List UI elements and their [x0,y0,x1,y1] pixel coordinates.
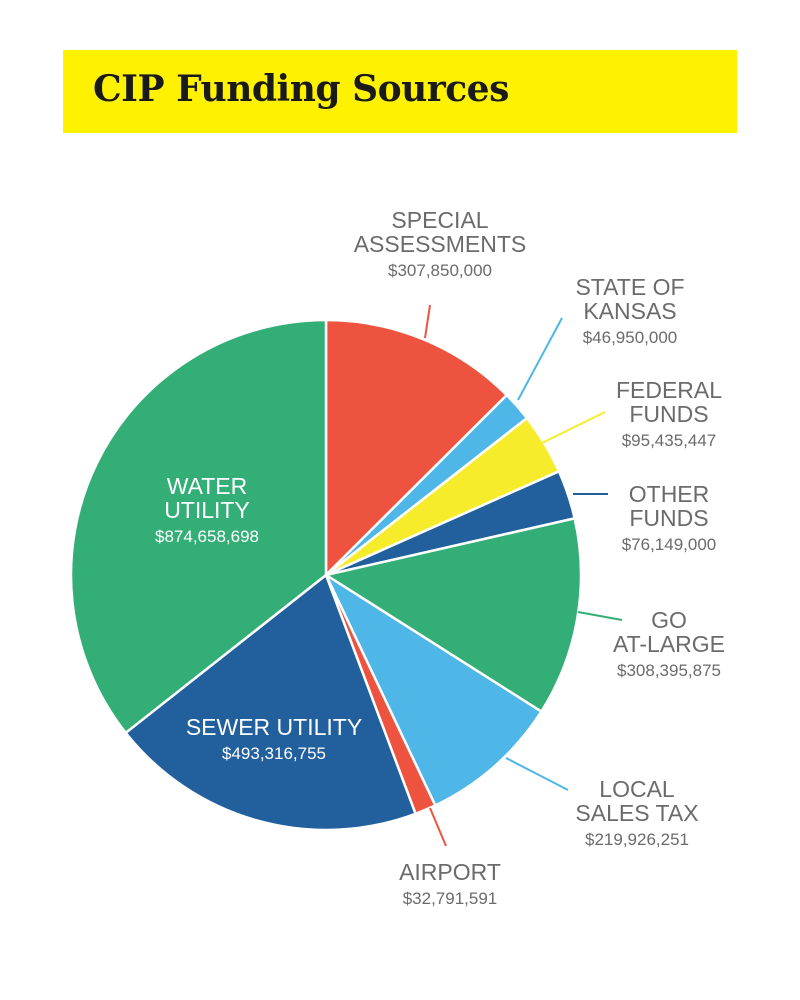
leader-line-special-assessments [424,304,431,339]
label-value-water-utility: $874,658,698 [155,527,259,546]
label-name-other-funds: OTHER [629,481,710,507]
leader-line-airport [429,807,447,847]
label-name-federal-funds: FUNDS [629,401,708,427]
title-bar: CIP Funding Sources [63,50,737,133]
label-name-local-sales-tax: SALES TAX [575,800,698,826]
slice-water-utility [69,318,328,735]
label-value-special-assessments: $307,850,000 [388,261,492,280]
label-value-federal-funds: $95,435,447 [622,431,717,450]
label-name-water-utility: UTILITY [164,497,250,523]
label-name-water-utility: WATER [167,473,248,499]
label-value-go-at-large: $308,395,875 [617,661,721,680]
label-name-go-at-large: GO [651,607,687,633]
label-name-special-assessments: SPECIAL [391,207,488,233]
label-name-sewer-utility: SEWER UTILITY [186,714,362,740]
slice-go-at-large [324,517,583,713]
leader-line-local-sales-tax [505,757,569,791]
label-value-sewer-utility: $493,316,755 [222,744,326,763]
pie-slices [69,318,583,832]
leader-line-federal-funds [541,411,606,444]
label-name-state-of-kansas: KANSAS [583,298,676,324]
leader-line-go-at-large [577,611,623,621]
slice-sewer-utility [124,573,417,832]
chart-title: CIP Funding Sources [93,68,509,110]
label-value-local-sales-tax: $219,926,251 [585,830,689,849]
label-name-other-funds: FUNDS [629,505,708,531]
label-name-local-sales-tax: LOCAL [599,776,675,802]
label-value-state-of-kansas: $46,950,000 [583,328,678,347]
leader-line-state-of-kansas [517,317,563,401]
label-value-other-funds: $76,149,000 [622,535,717,554]
label-value-airport: $32,791,591 [403,889,498,908]
label-name-special-assessments: ASSESSMENTS [354,231,527,257]
label-name-federal-funds: FEDERAL [616,377,722,403]
slice-special-assessments [324,318,508,577]
label-name-state-of-kansas: STATE OF [575,274,684,300]
label-name-airport: AIRPORT [399,859,501,885]
label-name-go-at-large: AT-LARGE [613,631,725,657]
slice-local-sales-tax [324,573,543,807]
leader-lines [424,304,623,847]
